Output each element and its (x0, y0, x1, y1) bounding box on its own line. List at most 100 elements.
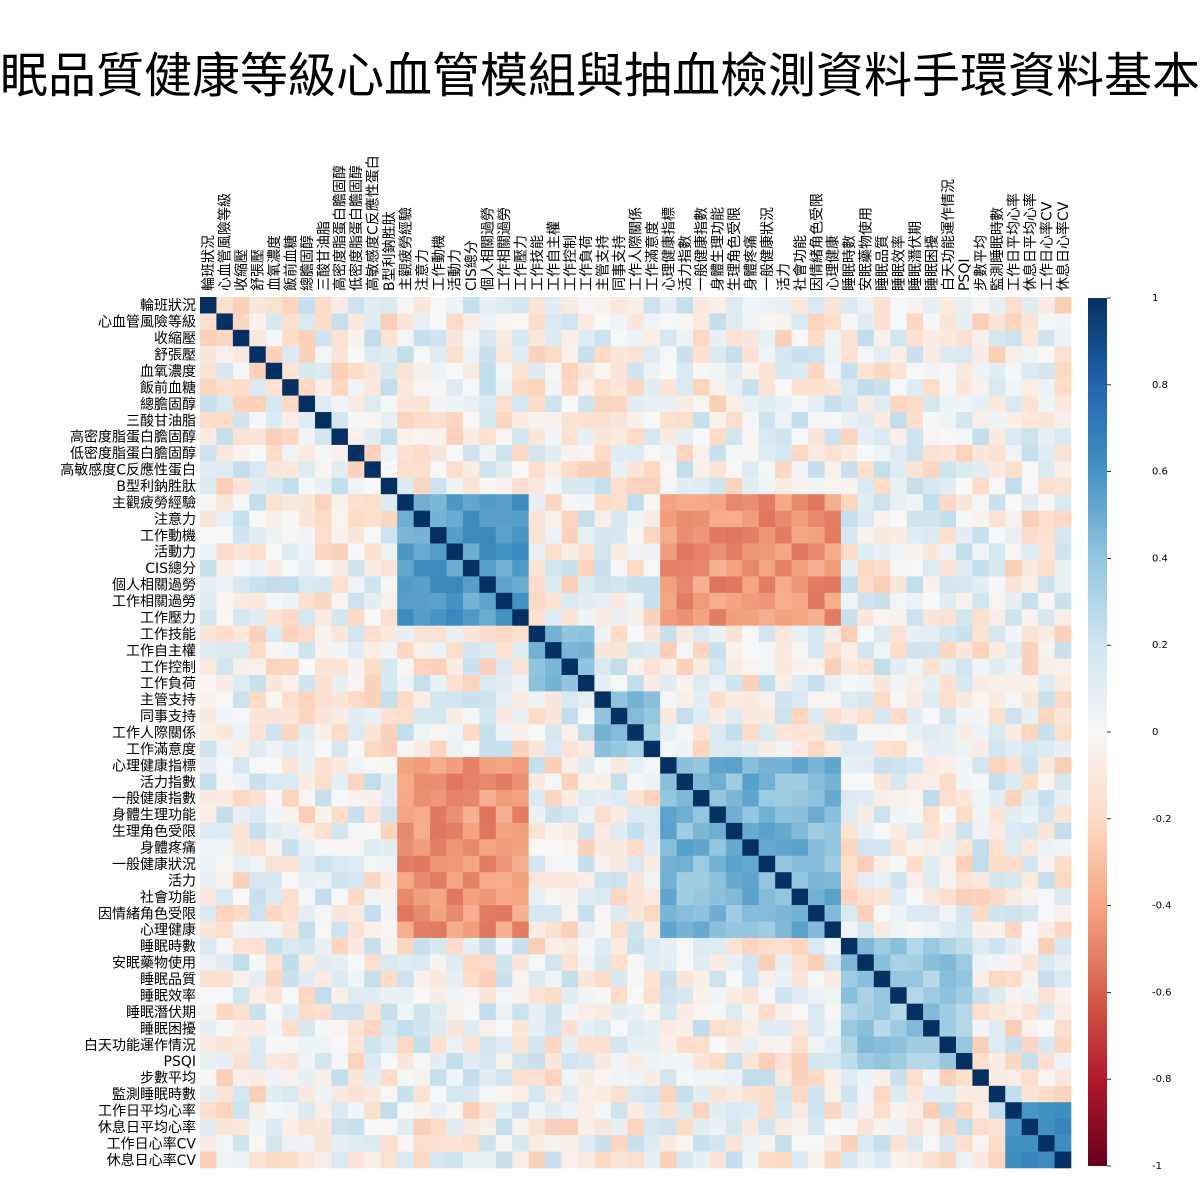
heatmap-cell (495, 954, 513, 972)
heatmap-cell (479, 855, 497, 873)
heatmap-cell (906, 1052, 924, 1070)
heatmap-cell (660, 806, 677, 824)
heatmap-cell (824, 559, 842, 577)
heatmap-cell (430, 1036, 447, 1054)
heatmap-cell (446, 773, 464, 791)
heatmap-cell (824, 954, 842, 972)
heatmap-cell (512, 921, 529, 939)
heatmap-cell (446, 691, 464, 709)
heatmap-cell (347, 642, 365, 659)
heatmap-cell (775, 346, 792, 364)
heatmap-cell (380, 1052, 398, 1070)
heatmap-cell (380, 773, 398, 791)
heatmap-cell (315, 1135, 332, 1152)
heatmap-cell (873, 806, 891, 824)
heatmap-cell (512, 592, 529, 610)
heatmap-cell (775, 707, 792, 725)
heatmap-cell (939, 724, 957, 742)
heatmap-cell (1005, 494, 1022, 511)
heatmap-cell (742, 379, 760, 396)
heatmap-cell (1038, 987, 1055, 1004)
heatmap-cell (873, 757, 891, 774)
heatmap-cell (742, 691, 760, 709)
heatmap-cell (479, 395, 497, 413)
heatmap-cell (610, 329, 628, 347)
heatmap-cell (742, 674, 760, 692)
heatmap-cell (988, 1036, 1006, 1054)
heatmap-cell (610, 724, 628, 742)
heatmap-cell (1021, 444, 1039, 462)
heatmap-cell (331, 329, 349, 347)
heatmap-cell (380, 724, 398, 742)
heatmap-cell (397, 477, 414, 495)
heatmap-cell (413, 954, 431, 972)
heatmap-cell (1054, 970, 1072, 988)
heatmap-cell (561, 905, 579, 922)
heatmap-cell (742, 1052, 760, 1070)
heatmap-cell (742, 1135, 760, 1152)
heatmap-cell (709, 510, 727, 528)
heatmap-cell (972, 905, 990, 922)
heatmap-cell (676, 937, 694, 955)
heatmap-cell (1038, 921, 1055, 939)
heatmap-cell (742, 822, 760, 840)
heatmap-cell (216, 428, 234, 446)
heatmap-cell (577, 1102, 595, 1119)
heatmap-cell (840, 395, 858, 413)
heatmap-cell (446, 543, 464, 561)
heatmap-cell (742, 855, 760, 873)
heatmap-cell (643, 658, 661, 676)
heatmap-cell (545, 674, 562, 692)
heatmap-cell (1054, 822, 1072, 840)
heatmap-cell (528, 707, 546, 725)
heatmap-cell (282, 1052, 299, 1070)
heatmap-cell (380, 346, 398, 364)
heatmap-cell (315, 576, 332, 594)
heatmap-cell (594, 987, 612, 1004)
heatmap-cell (561, 806, 579, 824)
heatmap-cell (988, 461, 1006, 479)
heatmap-cell (315, 773, 332, 791)
heatmap-cell (1005, 477, 1022, 495)
heatmap-cell (627, 362, 645, 380)
heatmap-cell (495, 1020, 513, 1037)
heatmap-cell (331, 872, 349, 889)
heatmap-cell (873, 937, 891, 955)
heatmap-cell (216, 1102, 234, 1119)
heatmap-cell (512, 395, 529, 413)
heatmap-cell (364, 395, 382, 413)
heatmap-cell (200, 1020, 217, 1037)
heatmap-cell (265, 1118, 283, 1136)
heatmap-cell (1021, 609, 1039, 626)
heatmap-cell (742, 461, 760, 479)
heatmap-cell (380, 609, 398, 626)
heatmap-cell (232, 1036, 250, 1054)
heatmap-cell (1038, 855, 1055, 873)
heatmap-cell (627, 313, 645, 331)
heatmap-cell (577, 379, 595, 396)
heatmap-cell (380, 576, 398, 594)
heatmap-cell (857, 379, 875, 396)
heatmap-cell (298, 576, 316, 594)
heatmap-cell (430, 592, 447, 610)
heatmap-cell (627, 412, 645, 429)
heatmap-cell (397, 461, 414, 479)
heatmap-cell (988, 379, 1006, 396)
row-label: 工作壓力 (140, 610, 196, 626)
column-label: 因情緒角色受限 (808, 193, 825, 291)
heatmap-cell (808, 313, 825, 331)
heatmap-cell (430, 674, 447, 692)
heatmap-cell (627, 658, 645, 676)
heatmap-cell (972, 346, 990, 364)
heatmap-cell (594, 543, 612, 561)
heatmap-cell (808, 790, 825, 807)
column-label: 一般健康狀況 (759, 207, 776, 291)
heatmap-cell (282, 970, 299, 988)
heatmap-cell (906, 1069, 924, 1087)
heatmap-cell (643, 921, 661, 939)
chart-title: 眠品質健康等級心血管模組與抽血檢測資料手環資料基本 (0, 48, 1200, 104)
heatmap-cell (742, 1020, 760, 1037)
heatmap-cell (660, 362, 677, 380)
heatmap-cell (955, 839, 973, 857)
heatmap-cell (364, 477, 382, 495)
